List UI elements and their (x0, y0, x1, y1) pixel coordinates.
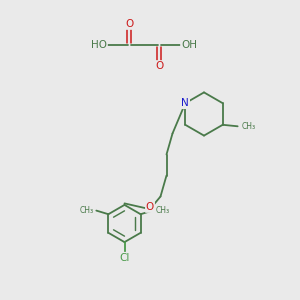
Text: O: O (146, 202, 154, 212)
Text: O: O (125, 19, 133, 29)
Text: N: N (182, 98, 189, 108)
Text: HO: HO (91, 40, 107, 50)
Text: Cl: Cl (119, 253, 130, 263)
Text: OH: OH (181, 40, 197, 50)
Text: CH₃: CH₃ (79, 206, 93, 215)
Text: O: O (155, 61, 163, 71)
Text: CH₃: CH₃ (156, 206, 170, 215)
Text: CH₃: CH₃ (241, 122, 255, 131)
